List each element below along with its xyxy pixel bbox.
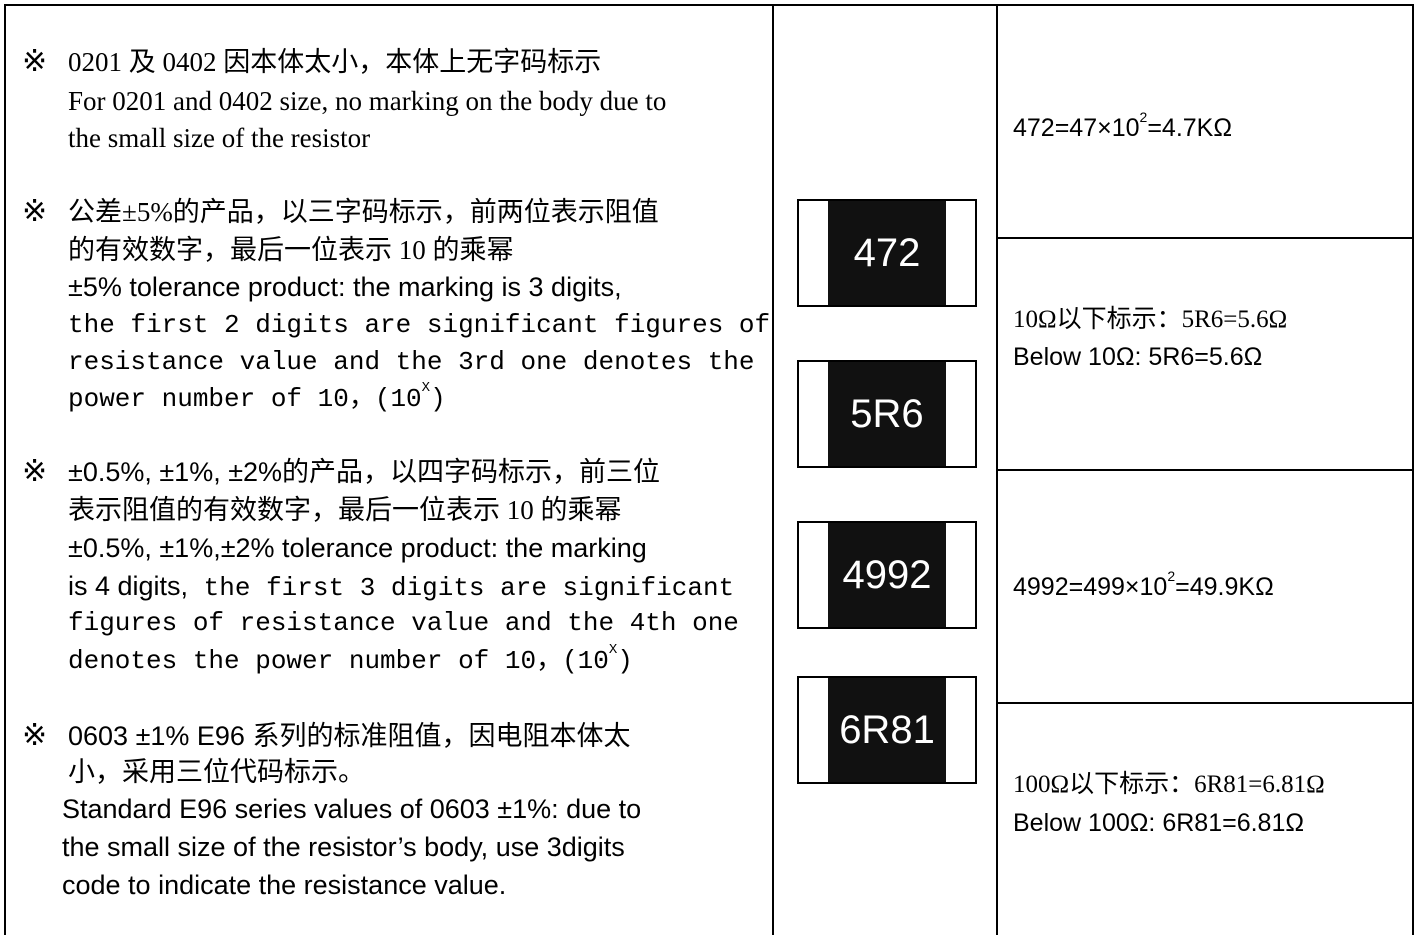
note-line: is 4 digits, the first 3 digits are sign…	[68, 568, 734, 606]
chip: 5R6	[797, 360, 977, 468]
chip: 472	[797, 199, 977, 307]
chip-label: 6R81	[828, 678, 946, 782]
note-line: 公差±5%的产品，以三字码标示，前两位表示阻值	[68, 197, 659, 227]
superscript: 2	[1167, 568, 1176, 584]
border	[772, 4, 774, 935]
note-line: For 0201 and 0402 size, no marking on th…	[68, 86, 667, 116]
superscript: X	[608, 642, 618, 658]
note-line: the small size of the resistor’s body, u…	[62, 832, 625, 862]
note-line: resistance value and the 3rd one denotes…	[68, 347, 755, 377]
note-line: 小，采用三位代码标示。	[68, 757, 365, 787]
chip: 4992	[797, 521, 977, 629]
note-line: 0603 ±1% E96 系列的标准阻值，因电阻本体太	[68, 721, 631, 751]
note-line: code to indicate the resistance value.	[62, 870, 507, 900]
note-line: 0201 及 0402 因本体太小，本体上无字码标示	[68, 47, 602, 77]
chip-label: 4992	[828, 523, 946, 627]
text: 4992=499×10	[1013, 573, 1168, 601]
chip: 6R81	[797, 676, 977, 784]
text: the first 3 digits are significant	[203, 573, 735, 603]
text: denotes the power number of 10，(10	[68, 646, 609, 676]
note-line: 的有效数字，最后一位表示 10 的乘幂	[68, 235, 514, 265]
note-line: ±0.5%, ±1%, ±2%的产品，以四字码标示，前三位	[68, 457, 661, 487]
text: 472=47×10	[1013, 114, 1140, 142]
border	[4, 4, 6, 935]
chip-label: 5R6	[828, 362, 946, 466]
note-line: denotes the power number of 10，(10X)	[68, 643, 633, 679]
example-line: 4992=499×102=49.9KΩ	[1013, 569, 1274, 605]
text: =49.9KΩ	[1175, 573, 1274, 601]
bullet: ※	[22, 194, 48, 229]
border	[996, 702, 1414, 704]
superscript: X	[421, 380, 431, 396]
text: power number of 10，(10	[68, 384, 422, 414]
text: =4.7KΩ	[1147, 114, 1233, 142]
border	[4, 4, 1414, 6]
bullet: ※	[22, 454, 48, 489]
example-line: 100Ω以下标示：6R81=6.81Ω	[1013, 771, 1325, 798]
note-line: ±5% tolerance product: the marking is 3 …	[68, 272, 622, 302]
note-line: the first 2 digits are significant figur…	[68, 310, 771, 340]
note-line: power number of 10，(10X)	[68, 381, 446, 417]
border	[996, 469, 1414, 471]
chip-label: 472	[828, 201, 946, 305]
note-line: the small size of the resistor	[68, 123, 371, 153]
text: )	[430, 384, 446, 414]
border	[996, 237, 1414, 239]
note-line: figures of resistance value and the 4th …	[68, 608, 739, 638]
example-line: 10Ω以下标示：5R6=5.6Ω	[1013, 306, 1288, 333]
text: is 4 digits,	[68, 571, 189, 601]
example-line: Below 100Ω: 6R81=6.81Ω	[1013, 809, 1305, 837]
note-line: 表示阻值的有效数字，最后一位表示 10 的乘幂	[68, 495, 622, 525]
superscript: 2	[1139, 109, 1148, 125]
text: )	[617, 646, 633, 676]
example-line: 472=47×102=4.7KΩ	[1013, 110, 1232, 146]
note-line: Standard E96 series values of 0603 ±1%: …	[62, 794, 642, 824]
example-line: Below 10Ω: 5R6=5.6Ω	[1013, 343, 1263, 371]
note-line: ±0.5%, ±1%,±2% tolerance product: the ma…	[68, 533, 647, 563]
bullet: ※	[22, 718, 48, 753]
bullet: ※	[22, 44, 48, 79]
